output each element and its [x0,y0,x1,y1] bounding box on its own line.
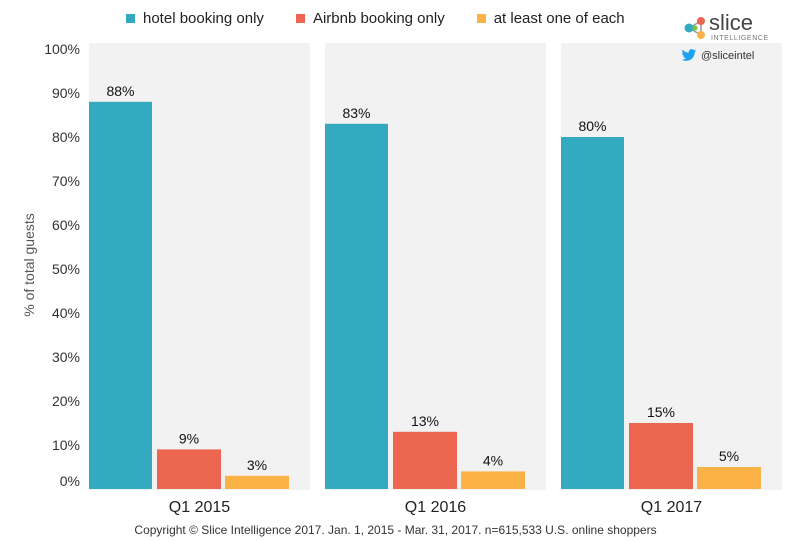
slice-logo: slice INTELLIGENCE @sliceintel [681,10,771,70]
legend-label-both: at least one of each [493,10,625,27]
y-tick-label: 100% [44,41,80,57]
twitter-icon [681,49,697,61]
bar-value-label: 88% [106,83,134,99]
bar-value-label: 83% [342,105,370,121]
bar-airbnb-booking-only [629,423,693,489]
twitter-handle[interactable]: @sliceintel [681,49,754,62]
legend-swatch-airbnb [295,14,305,23]
legend-label-airbnb: Airbnb booking only [312,10,445,27]
legend-item-airbnb: Airbnb booking only [295,10,445,27]
legend-label-hotel: hotel booking only [143,10,264,27]
bar-airbnb-booking-only [393,431,457,489]
bar-value-label: 3% [247,457,267,473]
bar-value-label: 15% [647,404,675,420]
y-tick-label: 90% [52,85,80,101]
y-tick-label: 70% [52,173,80,189]
y-tick-label: 50% [52,261,80,277]
x-category-label: Q1 2015 [169,499,230,516]
bar-hotel-booking-only [89,101,152,490]
bar-hotel-booking-only [325,123,388,490]
bar-value-label: 9% [179,430,199,446]
legend-swatch-both [476,14,486,23]
bar-hotel-booking-only [561,137,624,489]
bar-value-label: 13% [411,413,439,429]
legend-item-both: at least one of each [476,10,625,27]
y-tick-label: 40% [52,305,80,321]
brand-sub: INTELLIGENCE [711,35,769,42]
bar-at-least-one-of-each [461,471,525,489]
y-tick-label: 0% [60,473,80,489]
y-tick-label: 10% [52,437,80,453]
legend-item-hotel: hotel booking only [126,10,264,27]
x-category-label: Q1 2017 [641,499,702,516]
y-tick-label: 20% [52,393,80,409]
y-tick-label: 60% [52,217,80,233]
bar-value-label: 5% [719,448,739,464]
bar-airbnb-booking-only [157,449,221,489]
x-category-label: Q1 2016 [405,499,466,516]
y-tick-label: 80% [52,129,80,145]
copyright-note: Copyright © Slice Intelligence 2017. Jan… [134,523,657,537]
y-axis-label: % of total guests [21,213,37,317]
legend-swatch-hotel [126,14,135,23]
twitter-handle-text: @sliceintel [701,49,755,62]
bar-at-least-one-of-each [697,467,761,489]
y-tick-label: 30% [52,349,80,365]
bar-value-label: 4% [483,452,503,468]
bar-at-least-one-of-each [225,475,289,489]
bar-value-label: 80% [578,118,606,134]
brand-name: slice [709,10,754,35]
slice-logo-icon [684,17,705,39]
chart-legend: hotel booking only Airbnb booking only a… [126,10,647,27]
